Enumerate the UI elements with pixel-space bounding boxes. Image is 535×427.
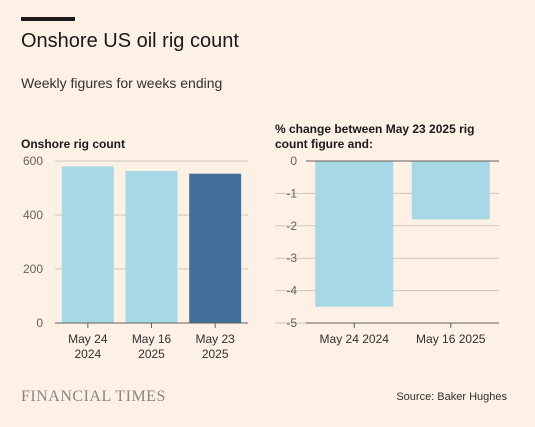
right-panel-title: % change between May 23 2025 rig count fi…: [275, 122, 474, 152]
bar: [411, 161, 490, 220]
x-tick-label: May 24: [68, 332, 108, 346]
bar: [189, 173, 242, 323]
y-tick-label: 0: [36, 316, 43, 330]
x-tick-label: May 24 2024: [320, 332, 390, 346]
x-tick-label: May 16: [132, 332, 172, 346]
y-tick-label: 200: [23, 262, 43, 276]
chart-title: Onshore US oil rig count: [21, 30, 239, 52]
ft-logo: FINANCIAL TIMES: [21, 388, 166, 405]
source-note: Source: Baker Hughes: [396, 391, 507, 403]
chart-subtitle: Weekly figures for weeks ending: [21, 75, 223, 91]
y-tick-label: -5: [286, 316, 297, 330]
x-tick-label: May 23: [195, 332, 235, 346]
y-tick-label: -3: [286, 251, 297, 265]
y-tick-label: 400: [23, 208, 43, 222]
x-tick-label: 2025: [138, 347, 165, 361]
bar: [125, 170, 178, 323]
panel-title-line: count figure and:: [275, 137, 373, 151]
panel-title-line: % change between May 23 2025 rig: [275, 122, 475, 136]
x-tick-label: 2025: [202, 347, 229, 361]
y-tick-label: 600: [23, 154, 43, 168]
y-tick-label: -4: [286, 284, 297, 298]
y-tick-label: -1: [286, 186, 297, 200]
y-tick-label: -2: [286, 219, 297, 233]
bar: [315, 161, 394, 307]
bar: [61, 166, 114, 323]
left-panel-title: Onshore rig count: [21, 137, 125, 152]
x-tick-label: May 16 2025: [416, 332, 486, 346]
x-tick-label: 2024: [74, 347, 101, 361]
panel-title-line: Onshore rig count: [21, 137, 126, 151]
header-accent-bar: [21, 17, 75, 21]
y-tick-label: 0: [290, 154, 297, 168]
